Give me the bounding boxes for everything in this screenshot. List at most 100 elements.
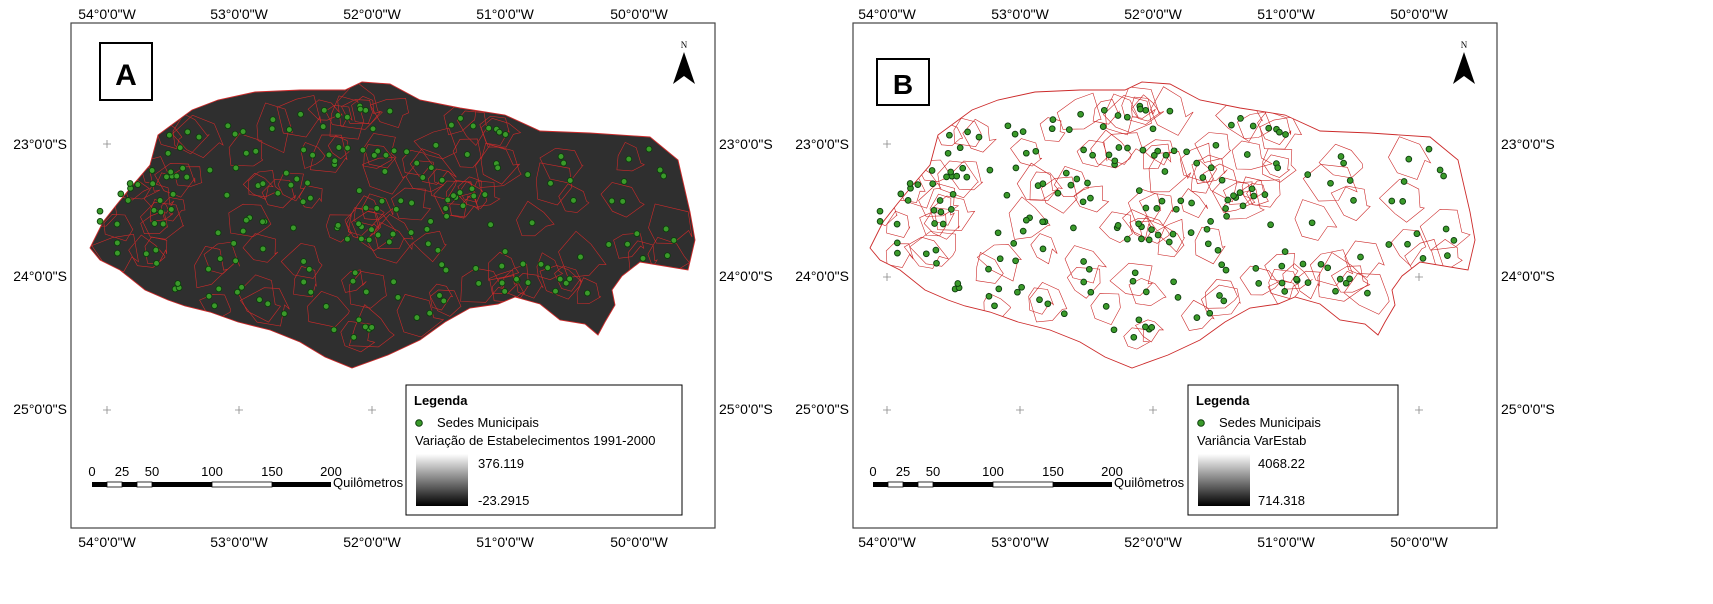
- lon-label: 51°0'0"W: [476, 6, 534, 22]
- municipal-boundary: [362, 157, 406, 195]
- municipal-seat-point: [501, 288, 509, 295]
- municipal-seat-point: [1364, 289, 1371, 297]
- municipal-seat-point: [947, 206, 955, 213]
- municipal-seat-point: [472, 265, 480, 272]
- municipal-seat-point: [620, 178, 628, 185]
- municipal-seat-point: [369, 125, 377, 133]
- municipal-boundary: [348, 304, 395, 348]
- municipal-seat-point: [662, 225, 670, 233]
- municipal-seat-point: [1450, 237, 1458, 244]
- municipal-seat-point: [1332, 287, 1339, 295]
- lat-label: 24°0'0"S: [13, 268, 67, 284]
- municipal-seat-point: [1011, 130, 1019, 138]
- municipal-seat-point: [1062, 169, 1070, 177]
- municipal-boundary: [576, 277, 602, 304]
- lat-labels-left: 23°0'0"S 24°0'0"S 25°0'0"S: [13, 136, 67, 417]
- municipal-seat-point: [1281, 288, 1289, 295]
- municipal-seat-point: [142, 250, 150, 258]
- lon-label: 50°0'0"W: [610, 6, 668, 22]
- municipal-seat-point: [426, 309, 434, 317]
- municipal-boundary: [1419, 208, 1471, 251]
- municipal-seat-point: [232, 257, 239, 265]
- municipal-seat-point: [1281, 248, 1289, 255]
- municipal-seat-point: [1114, 222, 1122, 229]
- municipal-boundary: [373, 214, 414, 249]
- municipal-seat-point: [297, 110, 304, 118]
- municipal-boundaries: [870, 86, 1471, 350]
- municipal-seat-point: [322, 303, 330, 310]
- panel-letter: B: [893, 69, 913, 100]
- municipal-seat-point: [1036, 296, 1043, 304]
- municipal-seats: [876, 102, 1458, 341]
- municipal-seat-point: [1148, 226, 1155, 233]
- municipal-seat-point: [1187, 229, 1195, 236]
- municipal-seat-point: [1170, 147, 1178, 155]
- municipal-seat-point: [392, 205, 400, 213]
- municipal-seat-point: [1440, 172, 1447, 180]
- municipal-seat-point: [1236, 189, 1244, 196]
- municipal-seat-point: [991, 302, 998, 310]
- municipal-seat-point: [179, 164, 187, 172]
- municipal-boundary: [340, 320, 376, 353]
- municipal-seat-point: [386, 107, 394, 115]
- municipal-seat-point: [362, 323, 369, 331]
- municipal-seat-point: [1278, 262, 1286, 270]
- lon-label: 52°0'0"W: [343, 534, 401, 550]
- scale-tick-label: 0: [88, 464, 95, 479]
- municipal-seat-point: [1084, 179, 1091, 187]
- municipal-seat-point: [1274, 164, 1282, 172]
- municipal-seat-point: [355, 187, 363, 194]
- municipal-boundary: [1257, 110, 1292, 145]
- municipal-seat-point: [1261, 191, 1269, 198]
- municipal-boundary: [1309, 249, 1354, 287]
- municipal-seat-point: [423, 225, 431, 233]
- lon-label: 52°0'0"W: [1124, 6, 1182, 22]
- municipal-seat-point: [293, 175, 301, 183]
- municipal-boundary: [976, 244, 1022, 282]
- municipal-seat-point: [427, 218, 434, 225]
- municipal-seats: [96, 102, 678, 341]
- municipal-seat-point: [1087, 194, 1094, 202]
- municipal-seat-point: [487, 221, 494, 229]
- municipal-seat-point: [470, 192, 478, 200]
- municipal-seat-point: [1203, 225, 1211, 233]
- municipal-boundary: [1030, 233, 1058, 265]
- municipal-boundary: [344, 207, 380, 236]
- municipal-boundary: [1378, 178, 1425, 223]
- municipal-boundary: [140, 201, 184, 240]
- municipal-seat-point: [304, 179, 311, 187]
- municipal-seat-point: [1165, 238, 1173, 246]
- municipal-seat-point: [307, 194, 314, 202]
- municipal-seat-point: [501, 248, 509, 255]
- municipal-boundary: [369, 97, 409, 128]
- municipal-boundary: [160, 197, 186, 222]
- municipal-seat-point: [475, 280, 483, 287]
- municipal-seat-point: [995, 285, 1003, 293]
- municipal-seat-point: [216, 255, 224, 263]
- lon-label: 50°0'0"W: [1390, 6, 1448, 22]
- municipal-seat-point: [1224, 196, 1232, 204]
- municipal-boundary: [516, 200, 555, 237]
- municipal-seat-point: [1129, 277, 1137, 285]
- municipal-seat-point: [259, 218, 266, 226]
- municipal-seat-point: [1153, 205, 1161, 212]
- municipal-boundary: [923, 207, 960, 240]
- municipal-boundary: [349, 271, 387, 309]
- municipal-seat-point: [344, 235, 351, 243]
- municipal-seat-point: [444, 196, 452, 204]
- municipal-seat-point: [1012, 164, 1020, 172]
- municipal-seat-point: [552, 287, 559, 295]
- color-ramp: [1198, 454, 1250, 506]
- municipal-seat-point: [1436, 166, 1444, 174]
- lon-labels-top: 54°0'0"W 53°0'0"W 52°0'0"W 51°0'0"W 50°0…: [78, 6, 668, 22]
- municipal-seat-point: [149, 180, 157, 188]
- lon-label: 54°0'0"W: [78, 534, 136, 550]
- municipal-boundary: [515, 273, 544, 299]
- scale-tick-label: 25: [115, 464, 129, 479]
- municipal-boundary: [1194, 226, 1226, 265]
- municipal-boundary: [412, 230, 447, 263]
- lat-label: 23°0'0"S: [795, 136, 849, 152]
- graticule: [103, 140, 509, 414]
- municipal-boundary: [558, 183, 590, 213]
- municipal-seat-point: [374, 147, 382, 155]
